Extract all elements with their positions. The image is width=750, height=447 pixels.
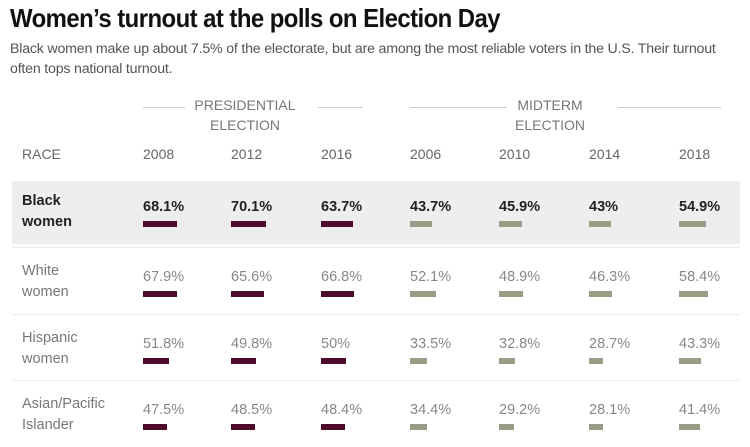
presidential-bar (143, 358, 169, 364)
midterm-bar (589, 358, 604, 364)
table-row (12, 318, 740, 381)
table-row (12, 181, 740, 244)
value-label: 48.5% (231, 402, 273, 418)
presidential-bar (321, 291, 355, 297)
value-label: 50% (321, 336, 351, 352)
presidential-group-header: PRESIDENTIAL ELECTION (190, 95, 300, 135)
value-label: 28.1% (589, 402, 631, 418)
race-label: Hispanic women (22, 328, 78, 370)
value-label: 33.5% (410, 336, 452, 352)
midterm-bar (589, 221, 611, 227)
value-label: 46.3% (589, 269, 631, 285)
midterm-header-line2: ELECTION (515, 117, 586, 133)
column-header-2018: 2018 (679, 146, 711, 162)
row-divider (12, 247, 740, 248)
midterm-bar (679, 358, 701, 364)
race-label-line2: women (22, 284, 69, 300)
midterm-bar (499, 221, 522, 227)
value-label: 45.9% (499, 199, 541, 215)
row-divider (12, 314, 740, 315)
midterm-bar (410, 291, 437, 297)
race-label-line1: Asian/Pacific (22, 396, 106, 412)
value-label: 66.8% (321, 269, 363, 285)
race-label-line1: Black (22, 193, 61, 209)
presidential-bar (143, 291, 177, 297)
presidential-bar (231, 291, 264, 297)
midterm-bar (499, 358, 516, 364)
value-label: 43% (589, 199, 619, 215)
column-header-race: RACE (22, 146, 61, 162)
table-row (12, 384, 740, 447)
value-label: 63.7% (321, 199, 363, 215)
midterm-bar (589, 291, 613, 297)
value-label: 43.3% (679, 336, 721, 352)
race-label-line1: Hispanic (22, 330, 78, 346)
midterm-bar (410, 358, 427, 364)
midterm-group-header: MIDTERM ELECTION (515, 95, 585, 135)
value-label: 47.5% (143, 402, 185, 418)
column-header-2008: 2008 (143, 146, 175, 162)
column-header-2012: 2012 (231, 146, 263, 162)
midterm-bar (679, 424, 700, 430)
race-label-line2: women (22, 214, 72, 230)
race-label: Asian/Pacific Islander (22, 394, 105, 436)
presidential-bar (321, 424, 346, 430)
presidential-header-line2: ELECTION (209, 117, 280, 133)
value-label: 52.1% (410, 269, 452, 285)
presidential-rule-left (143, 107, 185, 108)
midterm-bar (499, 291, 524, 297)
chart-subtitle: Black women make up about 7.5% of the el… (10, 41, 716, 77)
value-label: 29.2% (499, 402, 541, 418)
midterm-bar (410, 221, 432, 227)
midterm-header-line1: MIDTERM (517, 97, 583, 113)
midterm-bar (679, 291, 709, 297)
midterm-bar (410, 424, 428, 430)
presidential-bar (143, 424, 167, 430)
race-label-line2: Islander (22, 417, 74, 433)
row-divider (12, 380, 740, 381)
value-label: 32.8% (499, 336, 541, 352)
presidential-bar (231, 221, 267, 227)
midterm-bar (499, 424, 514, 430)
column-header-2006: 2006 (410, 146, 442, 162)
midterm-bar (679, 221, 707, 227)
race-label-line1: White (22, 263, 60, 279)
value-label: 70.1% (231, 199, 273, 215)
race-label-line2: women (22, 351, 69, 367)
presidential-bar (321, 221, 353, 227)
value-label: 49.8% (231, 336, 273, 352)
value-label: 43.7% (410, 199, 452, 215)
value-label: 65.6% (231, 269, 273, 285)
column-header-2010: 2010 (499, 146, 531, 162)
presidential-bar (321, 358, 346, 364)
column-header-2016: 2016 (321, 146, 353, 162)
value-label: 54.9% (679, 199, 721, 215)
value-label: 34.4% (410, 402, 452, 418)
race-label: Black women (22, 191, 72, 233)
value-label: 48.9% (499, 269, 541, 285)
table-row (12, 251, 740, 314)
value-label: 51.8% (143, 336, 185, 352)
value-label: 28.7% (589, 336, 631, 352)
presidential-bar (231, 358, 256, 364)
value-label: 48.4% (321, 402, 363, 418)
midterm-bar (589, 424, 604, 430)
midterm-rule-left (410, 107, 507, 108)
midterm-rule-right (618, 107, 721, 108)
presidential-rule-right (318, 107, 363, 108)
presidential-header-line1: PRESIDENTIAL (194, 97, 296, 113)
presidential-bar (231, 424, 256, 430)
chart-title: Women’s turnout at the polls on Election… (10, 3, 501, 33)
value-label: 41.4% (679, 402, 721, 418)
column-header-2014: 2014 (589, 146, 621, 162)
presidential-bar (143, 221, 178, 227)
value-label: 67.9% (143, 269, 185, 285)
race-label: White women (22, 261, 69, 303)
value-label: 68.1% (143, 199, 185, 215)
value-label: 58.4% (679, 269, 721, 285)
